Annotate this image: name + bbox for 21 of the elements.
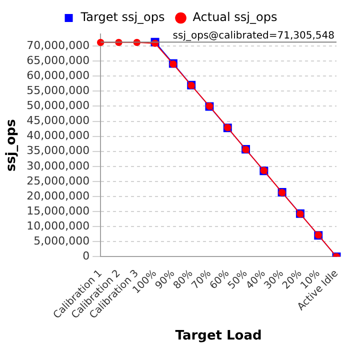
y-tick-label: 70,000,000 — [26, 38, 90, 52]
y-tick-label: 40,000,000 — [26, 129, 90, 142]
y-tick-label: 35,000,000 — [26, 144, 90, 158]
y-tick-label: 10,000,000 — [26, 219, 90, 232]
x-axis-title: Target Load — [175, 328, 262, 344]
y-tick-label: 50,000,000 — [26, 99, 90, 112]
y-tick-label: 55,000,000 — [26, 84, 90, 98]
y-tick-label: 5,000,000 — [34, 234, 90, 248]
y-tick-label: 15,000,000 — [26, 204, 90, 218]
legend-label: Target ssj_ops — [80, 10, 165, 24]
y-tick-label: 0 — [82, 250, 90, 263]
y-tick-label: 60,000,000 — [26, 68, 90, 82]
y-tick-label: 65,000,000 — [26, 54, 90, 67]
legend-label: Actual ssj_ops — [192, 10, 278, 24]
ref-line-label: ssj_ops@calibrated=71,305,548 — [172, 30, 335, 42]
y-tick-label: 45,000,000 — [26, 114, 90, 128]
y-axis-title: ssj_ops — [4, 118, 20, 172]
point — [96, 38, 104, 46]
y-tick-label: 20,000,000 — [26, 189, 90, 202]
y-tick-label: 25,000,000 — [26, 174, 90, 188]
y-tick-label: 30,000,000 — [26, 159, 90, 172]
